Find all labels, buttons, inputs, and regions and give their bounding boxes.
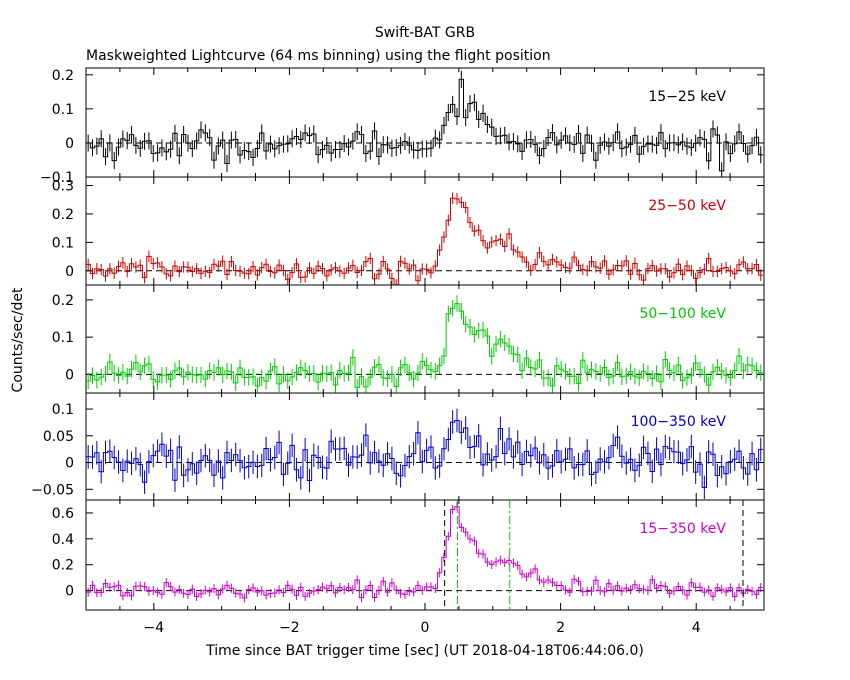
x-tick-label: 2: [556, 620, 565, 636]
y-tick-label: 0: [65, 584, 74, 600]
y-tick-label: 0: [65, 456, 74, 472]
series-p5: [86, 502, 763, 603]
band-label: 25−50 keV: [648, 198, 726, 214]
series-p3: [86, 295, 763, 393]
series-line: [86, 506, 763, 599]
y-tick-label: 0.6: [52, 506, 74, 522]
x-axis-label: Time since BAT trigger time [sec] (UT 20…: [205, 643, 644, 659]
panel-frame: [85, 67, 765, 178]
y-tick-label: 0.4: [52, 532, 74, 548]
series-p2: [86, 192, 763, 285]
y-tick-label: 0: [65, 264, 74, 280]
panel-p5: 0 0.2 0.4 0.6 15−350 keV: [52, 499, 765, 611]
y-tick-label: 0.1: [52, 330, 74, 346]
y-tick-label: 0.1: [52, 402, 74, 418]
panel-p3: 0 0.1 0.2 50−100 keV: [52, 284, 765, 394]
x-tick-label: 4: [692, 620, 701, 636]
panel-frame: [85, 392, 765, 501]
y-tick-label: 0.2: [52, 207, 74, 223]
panel-p4: −0.05 0 0.05 0.1 100−350 keV: [31, 392, 765, 501]
panel-p1: −0.1 0 0.1 0.2 15−25 keV: [40, 67, 765, 186]
y-tick-label: 0.2: [52, 68, 74, 84]
figure-title: Swift-BAT GRB: [375, 25, 475, 41]
x-tick-label: −4: [143, 620, 164, 636]
y-axis-label: Counts/sec/det: [10, 287, 26, 392]
band-label: 15−25 keV: [648, 89, 726, 105]
y-tick-label: 0.05: [43, 429, 74, 445]
y-tick-label: −0.1: [40, 170, 74, 186]
series-line: [86, 78, 763, 172]
series-line: [86, 303, 763, 388]
y-tick-label: 0: [65, 136, 74, 152]
figure-subtitle: Maskweighted Lightcurve (64 ms binning) …: [86, 48, 551, 64]
y-tick-label: 0.1: [52, 235, 74, 251]
x-tick-label: −2: [279, 620, 300, 636]
band-label: 15−350 keV: [639, 521, 726, 537]
y-tick-label: −0.05: [31, 482, 74, 498]
y-tick-label: 0.2: [52, 558, 74, 574]
series-line: [86, 197, 763, 285]
y-tick-label: 0.3: [52, 179, 74, 195]
y-tick-label: 0.1: [52, 102, 74, 118]
y-tick-label: 0.2: [52, 293, 74, 309]
series-p1: [86, 70, 763, 177]
panel-p2: 0 0.1 0.2 0.3 25−50 keV: [52, 176, 765, 286]
y-tick-label: 0: [65, 367, 74, 383]
series-line: [86, 419, 763, 488]
series-p4: [86, 408, 763, 500]
band-label: 50−100 keV: [639, 306, 726, 322]
band-label: 100−350 keV: [631, 414, 727, 430]
x-tick-label: 0: [421, 620, 430, 636]
